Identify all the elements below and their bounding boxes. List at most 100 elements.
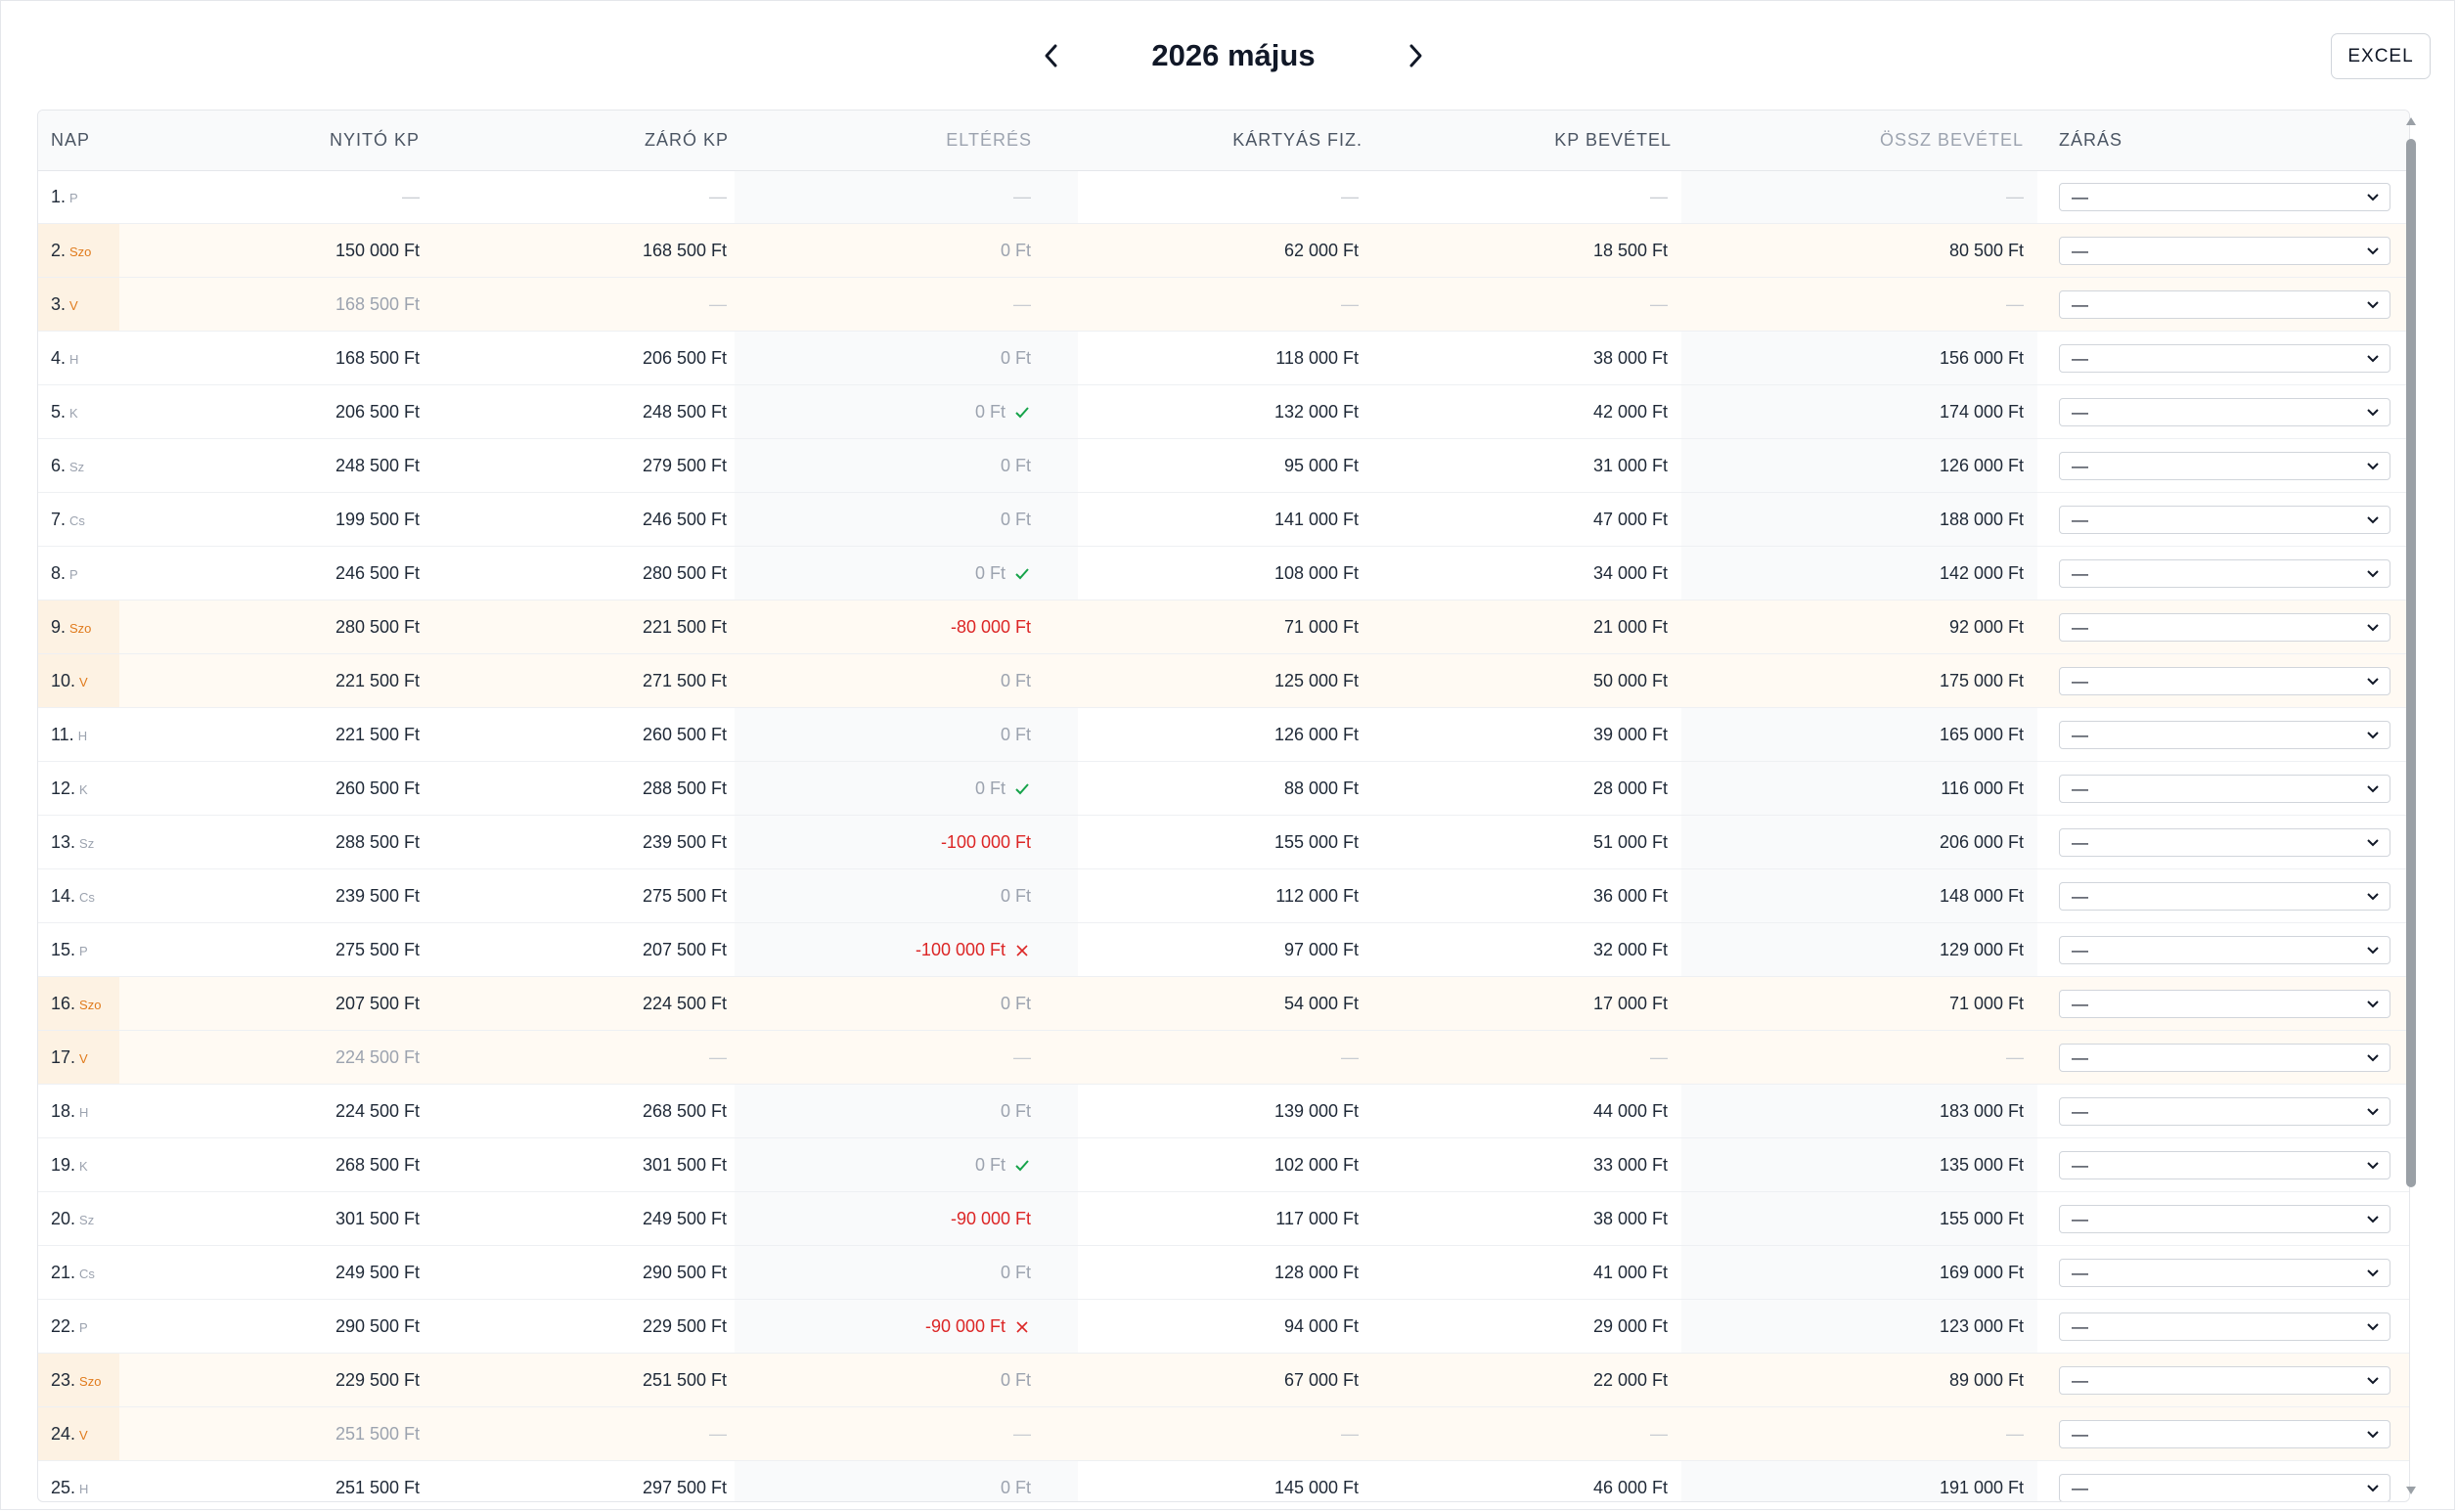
cash-revenue-cell-value: 38 000 Ft xyxy=(1592,348,1668,368)
day-number: 23. xyxy=(51,1370,76,1390)
cash-revenue-cell-value: 46 000 Ft xyxy=(1592,1478,1668,1497)
closing-select[interactable]: — xyxy=(2059,828,2390,857)
cash-revenue-cell: — xyxy=(1650,1031,1668,1085)
closing-select[interactable]: — xyxy=(2059,1044,2390,1072)
day-number: 4. xyxy=(51,348,67,368)
day-number: 5. xyxy=(51,402,67,422)
opening-cash-cell-value: 275 500 Ft xyxy=(335,940,420,959)
card-payment-cell-value: — xyxy=(1341,294,1359,314)
closing-select[interactable]: — xyxy=(2059,882,2390,911)
cash-revenue-cell-value: 42 000 Ft xyxy=(1592,402,1668,422)
closing-select[interactable]: — xyxy=(2059,398,2390,426)
day-number: 24. xyxy=(51,1424,76,1444)
weekday-abbr: Szo xyxy=(69,621,92,636)
next-month-button[interactable] xyxy=(1392,32,1439,79)
day-number: 11. xyxy=(51,725,74,744)
closing-select[interactable]: — xyxy=(2059,1312,2390,1341)
closing-select[interactable]: — xyxy=(2059,1151,2390,1179)
weekday-abbr: K xyxy=(79,1159,88,1174)
opening-cash-cell-value: 248 500 Ft xyxy=(335,456,420,475)
closing-cash-cell-value: 224 500 Ft xyxy=(642,994,727,1013)
chevron-down-icon xyxy=(2367,732,2379,739)
closing-select[interactable]: — xyxy=(2059,1259,2390,1287)
cash-revenue-cell-value: — xyxy=(1650,187,1668,206)
prev-month-button[interactable] xyxy=(1028,32,1075,79)
difference-cell-value: 0 Ft xyxy=(1000,241,1031,260)
closing-select[interactable]: — xyxy=(2059,1097,2390,1126)
day-number: 1. xyxy=(51,187,67,206)
chevron-down-icon xyxy=(2367,893,2379,901)
day-number: 15. xyxy=(51,940,76,959)
opening-cash-cell: 224 500 Ft xyxy=(335,1085,420,1138)
closing-select[interactable]: — xyxy=(2059,344,2390,373)
closing-select[interactable]: — xyxy=(2059,237,2390,265)
opening-cash-cell: 221 500 Ft xyxy=(335,654,420,708)
day-number: 2. xyxy=(51,241,67,260)
opening-cash-cell: 199 500 Ft xyxy=(335,493,420,547)
chevron-down-icon xyxy=(2367,570,2379,578)
closing-cash-cell: — xyxy=(709,1407,727,1461)
closing-select[interactable]: — xyxy=(2059,452,2390,480)
scroll-up-icon[interactable] xyxy=(2405,115,2417,127)
day-cell-bg xyxy=(38,1407,119,1460)
closing-select[interactable]: — xyxy=(2059,936,2390,964)
closing-cash-cell-value: 301 500 Ft xyxy=(642,1155,727,1175)
card-payment-cell-value: 145 000 Ft xyxy=(1273,1478,1359,1497)
cash-revenue-cell-value: 31 000 Ft xyxy=(1592,456,1668,475)
vertical-scrollbar[interactable] xyxy=(2402,110,2420,1502)
cash-revenue-cell: 41 000 Ft xyxy=(1593,1246,1668,1300)
closing-select[interactable]: — xyxy=(2059,1366,2390,1395)
col-header-elteres: ELTÉRÉS xyxy=(946,130,1032,150)
closing-cash-cell-value: 288 500 Ft xyxy=(642,778,727,798)
closing-select[interactable]: — xyxy=(2059,290,2390,319)
total-revenue-cell: 92 000 Ft xyxy=(1949,600,2024,654)
scrollbar-thumb[interactable] xyxy=(2406,139,2416,1187)
closing-select[interactable]: — xyxy=(2059,1420,2390,1448)
day-cell: 15. P xyxy=(51,923,88,978)
closing-select[interactable]: — xyxy=(2059,183,2390,211)
card-payment-cell-value: 118 000 Ft xyxy=(1275,348,1359,368)
opening-cash-cell-value: 206 500 Ft xyxy=(335,402,420,422)
closing-select-value: — xyxy=(2072,995,2088,1013)
cash-revenue-cell-value: — xyxy=(1650,1047,1668,1067)
closing-select-value: — xyxy=(2072,403,2088,422)
day-number: 12. xyxy=(51,778,76,798)
closing-select[interactable]: — xyxy=(2059,559,2390,588)
closing-select-value: — xyxy=(2072,1156,2088,1175)
closing-cash-cell-value: 221 500 Ft xyxy=(642,617,727,637)
weekday-abbr: Sz xyxy=(79,1213,95,1227)
table-row: 15. P 275 500 Ft 207 500 Ft -100 000 Ft 97 00… xyxy=(38,923,2409,978)
closing-select[interactable]: — xyxy=(2059,506,2390,534)
closing-select[interactable]: — xyxy=(2059,613,2390,642)
card-payment-cell-value: 95 000 Ft xyxy=(1283,456,1359,475)
closing-select[interactable]: — xyxy=(2059,990,2390,1018)
table-row: 10. V 221 500 Ft 271 500 Ft 0 Ft 125 000 Ft 50… xyxy=(38,654,2409,708)
total-revenue-cell-value: — xyxy=(2006,187,2024,206)
card-payment-cell: 71 000 Ft xyxy=(1284,600,1359,654)
excel-export-button[interactable]: EXCEL xyxy=(2331,33,2431,79)
scroll-down-icon[interactable] xyxy=(2405,1485,2417,1496)
total-revenue-cell-value: — xyxy=(2006,294,2024,314)
card-payment-cell-value: 71 000 Ft xyxy=(1283,617,1359,637)
opening-cash-cell-value: 221 500 Ft xyxy=(335,671,420,690)
closing-select[interactable]: — xyxy=(2059,1474,2390,1501)
closing-select[interactable]: — xyxy=(2059,721,2390,749)
card-payment-cell: 95 000 Ft xyxy=(1284,439,1359,493)
cash-revenue-cell-value: — xyxy=(1650,294,1668,314)
weekday-abbr: K xyxy=(79,782,88,797)
total-revenue-cell-value: 126 000 Ft xyxy=(1939,456,2024,475)
card-payment-cell: 108 000 Ft xyxy=(1274,547,1359,600)
card-payment-cell: 97 000 Ft xyxy=(1284,923,1359,977)
closing-select[interactable]: — xyxy=(2059,775,2390,803)
closing-select[interactable]: — xyxy=(2059,667,2390,695)
total-revenue-cell: 129 000 Ft xyxy=(1940,923,2024,977)
day-cell: 22. P xyxy=(51,1300,88,1355)
opening-cash-cell-value: 199 500 Ft xyxy=(335,510,420,529)
opening-cash-cell: 251 500 Ft xyxy=(335,1461,420,1501)
closing-cash-cell-value: 297 500 Ft xyxy=(642,1478,727,1497)
total-revenue-cell-value: 174 000 Ft xyxy=(1939,402,2024,422)
closing-select[interactable]: — xyxy=(2059,1205,2390,1233)
difference-cell-value: 0 Ft xyxy=(974,1155,1005,1175)
col-header-zaro: ZÁRÓ KP xyxy=(644,130,729,150)
opening-cash-cell-value: 150 000 Ft xyxy=(335,241,420,260)
